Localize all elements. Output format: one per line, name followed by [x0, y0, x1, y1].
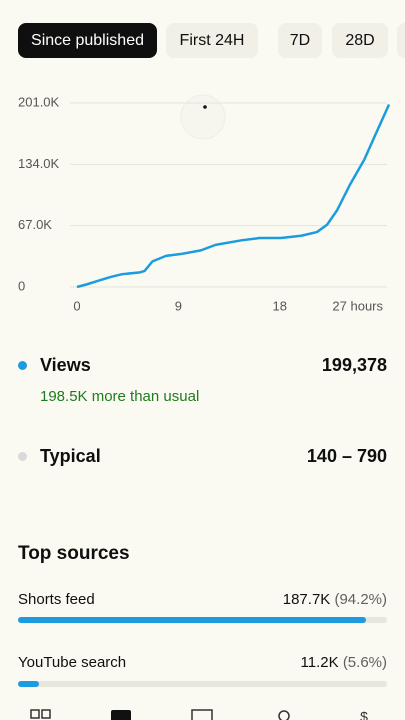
y-tick-label: 134.0K	[18, 156, 60, 171]
tab[interactable]: 28D	[332, 23, 388, 58]
source-percent: (94.2%)	[334, 591, 387, 608]
source-count: 187.7K	[282, 591, 331, 608]
tab[interactable]	[397, 23, 405, 58]
x-tick-label: 18	[273, 298, 287, 313]
nav-icon[interactable]	[278, 710, 290, 720]
loading-dot	[203, 105, 207, 109]
x-tick-label: 0	[73, 298, 80, 313]
source-bar	[18, 617, 366, 623]
stat-name: Typical	[40, 446, 101, 466]
source-count: 11.2K	[300, 654, 339, 671]
source-percent: (5.6%)	[342, 654, 387, 671]
x-tick-label: 9	[175, 298, 182, 313]
source-track	[18, 681, 387, 687]
nav-icon[interactable]	[30, 709, 40, 719]
legend-dot	[18, 452, 27, 461]
source-track	[18, 617, 387, 623]
nav-icon[interactable]	[41, 709, 51, 719]
nav-icon[interactable]	[191, 709, 213, 720]
source-value: 11.2K (5.6%)	[301, 654, 387, 671]
stat-value: 140 – 790	[306, 446, 387, 466]
line-series	[76, 103, 391, 289]
stat-value: 199,378	[321, 355, 387, 375]
source-bar	[18, 681, 39, 687]
stat-name: Views	[40, 355, 91, 375]
tab[interactable]: Since published	[18, 23, 157, 58]
y-tick-label: 67.0K	[18, 217, 52, 232]
tab[interactable]: First 24H	[166, 23, 258, 58]
chart: 0 67.0K 134.0K 201.0K 0 9 18 27 hours	[18, 94, 391, 313]
section-title: Top sources	[18, 543, 130, 564]
loading-indicator	[180, 94, 226, 140]
nav-icon[interactable]	[111, 710, 131, 720]
y-tick-label: 201.0K	[18, 94, 60, 109]
stat-note: 198.5K more than usual	[40, 388, 200, 405]
source-name: YouTube search	[18, 654, 127, 671]
y-tick-label: 0	[18, 278, 25, 293]
bottom-nav: $	[30, 709, 368, 720]
source-name: Shorts feed	[18, 591, 95, 608]
source-value: 187.7K (94.2%)	[283, 591, 387, 608]
tab[interactable]: 7D	[278, 23, 322, 58]
nav-icon[interactable]: $	[360, 709, 368, 720]
legend-dot	[18, 361, 27, 370]
x-tick-label: 27 hours	[332, 298, 383, 313]
